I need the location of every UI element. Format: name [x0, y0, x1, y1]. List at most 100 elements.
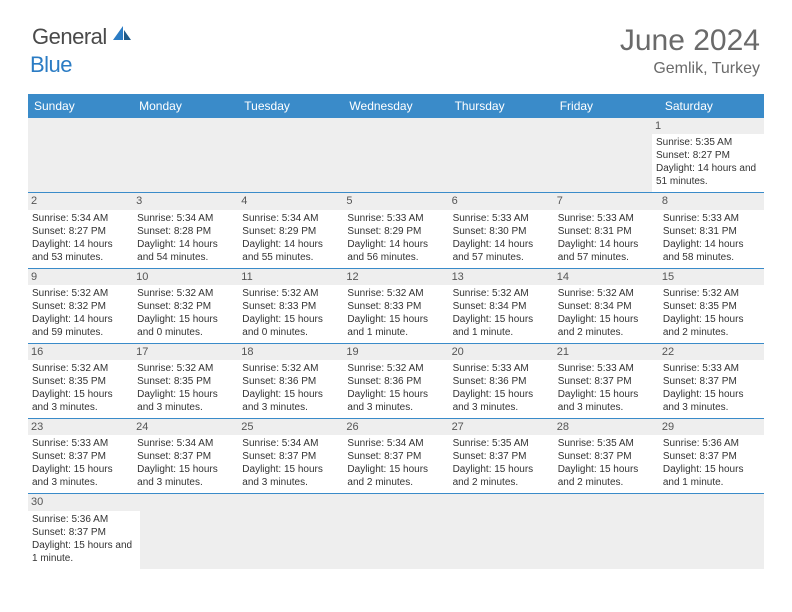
day-cell: 27 Sunrise: 5:35 AMSunset: 8:37 PMDayligh… — [449, 419, 554, 494]
day-cell: 29Sunrise: 5:36 AMSunset: 8:37 PMDayligh… — [659, 419, 764, 494]
day-info: Sunrise: 5:35 AMSunset: 8:37 PMDaylight:… — [558, 437, 655, 489]
day-cell: 16Sunrise: 5:32 AMSunset: 8:35 PMDayligh… — [28, 344, 133, 419]
sunset-text: Sunset: 8:37 PM — [32, 526, 136, 539]
day-info: Sunrise: 5:34 AMSunset: 8:29 PMDaylight:… — [242, 212, 339, 264]
day-info: Sunrise: 5:32 AMSunset: 8:35 PMDaylight:… — [32, 362, 129, 414]
month-year-title: June 2024 — [620, 24, 760, 58]
sunset-text: Sunset: 8:37 PM — [663, 450, 760, 463]
sunrise-text: Sunrise: 5:34 AM — [137, 212, 234, 225]
sunrise-text: Sunrise: 5:32 AM — [242, 287, 339, 300]
sunset-text: Sunset: 8:37 PM — [558, 375, 655, 388]
day-cell: 21Sunrise: 5:33 AMSunset: 8:37 PMDayligh… — [554, 344, 659, 419]
sunset-text: Sunset: 8:29 PM — [347, 225, 444, 238]
day-info: Sunrise: 5:34 AMSunset: 8:28 PMDaylight:… — [137, 212, 234, 264]
empty-cell — [244, 494, 348, 568]
day-number: 27 — [449, 419, 554, 435]
brand-logo: General — [32, 24, 135, 50]
day-info: Sunrise: 5:35 AMSunset: 8:37 PMDaylight:… — [453, 437, 550, 489]
day-cell: 22Sunrise: 5:33 AMSunset: 8:37 PMDayligh… — [659, 344, 764, 419]
sunset-text: Sunset: 8:27 PM — [32, 225, 129, 238]
day-info: Sunrise: 5:34 AMSunset: 8:27 PMDaylight:… — [32, 212, 129, 264]
sunrise-text: Sunrise: 5:32 AM — [137, 362, 234, 375]
day-info: Sunrise: 5:35 AMSunset: 8:27 PMDaylight:… — [656, 136, 760, 188]
daylight-text: Daylight: 15 hours and 2 minutes. — [663, 313, 760, 339]
week-row: 30Sunrise: 5:36 AMSunset: 8:37 PMDayligh… — [28, 494, 764, 568]
sunrise-text: Sunrise: 5:34 AM — [242, 212, 339, 225]
daylight-text: Daylight: 15 hours and 3 minutes. — [32, 388, 129, 414]
sunrise-text: Sunrise: 5:34 AM — [242, 437, 339, 450]
sunset-text: Sunset: 8:35 PM — [663, 300, 760, 313]
day-cell: 25Sunrise: 5:34 AMSunset: 8:37 PMDayligh… — [238, 419, 343, 494]
day-cell: 23Sunrise: 5:33 AMSunset: 8:37 PMDayligh… — [28, 419, 133, 494]
sunrise-text: Sunrise: 5:35 AM — [558, 437, 655, 450]
daylight-text: Daylight: 15 hours and 1 minute. — [453, 313, 550, 339]
calendar-body: 1Sunrise: 5:35 AMSunset: 8:27 PMDaylight… — [28, 118, 764, 569]
daylight-text: Daylight: 15 hours and 2 minutes. — [558, 313, 655, 339]
day-header-wednesday: Wednesday — [343, 94, 448, 118]
day-number: 28 — [554, 419, 659, 435]
day-number: 5 — [343, 193, 448, 209]
day-cell: 13 Sunrise: 5:32 AMSunset: 8:34 PMDayligh… — [449, 269, 554, 344]
sunrise-text: Sunrise: 5:34 AM — [32, 212, 129, 225]
day-cell: 10Sunrise: 5:32 AMSunset: 8:32 PMDayligh… — [133, 269, 238, 344]
daylight-text: Daylight: 14 hours and 55 minutes. — [242, 238, 339, 264]
day-number: 3 — [133, 193, 238, 209]
day-info: Sunrise: 5:34 AMSunset: 8:37 PMDaylight:… — [242, 437, 339, 489]
day-cell: 17Sunrise: 5:32 AMSunset: 8:35 PMDayligh… — [133, 344, 238, 419]
daylight-text: Daylight: 15 hours and 1 minute. — [663, 463, 760, 489]
daylight-text: Daylight: 15 hours and 2 minutes. — [453, 463, 550, 489]
day-cell: 14Sunrise: 5:32 AMSunset: 8:34 PMDayligh… — [554, 269, 659, 344]
daylight-text: Daylight: 15 hours and 3 minutes. — [137, 463, 234, 489]
day-cell: 1Sunrise: 5:35 AMSunset: 8:27 PMDaylight… — [652, 118, 764, 193]
day-cell: 2 Sunrise: 5:34 AMSunset: 8:27 PMDaylight… — [28, 193, 133, 268]
brand-text-blue: Blue — [30, 52, 72, 77]
daylight-text: Daylight: 14 hours and 57 minutes. — [558, 238, 655, 264]
day-number: 29 — [659, 419, 764, 435]
day-info: Sunrise: 5:33 AMSunset: 8:30 PMDaylight:… — [453, 212, 550, 264]
day-cell: 15Sunrise: 5:32 AMSunset: 8:35 PMDayligh… — [659, 269, 764, 344]
daylight-text: Daylight: 15 hours and 3 minutes. — [32, 463, 129, 489]
day-cell: 30Sunrise: 5:36 AMSunset: 8:37 PMDayligh… — [28, 494, 140, 568]
title-block: June 2024 Gemlik, Turkey — [620, 24, 760, 78]
day-header-thursday: Thursday — [449, 94, 554, 118]
sunset-text: Sunset: 8:31 PM — [558, 225, 655, 238]
sunset-text: Sunset: 8:36 PM — [453, 375, 550, 388]
sunrise-text: Sunrise: 5:32 AM — [663, 287, 760, 300]
day-number: 18 — [238, 344, 343, 360]
day-info: Sunrise: 5:33 AMSunset: 8:29 PMDaylight:… — [347, 212, 444, 264]
daylight-text: Daylight: 15 hours and 0 minutes. — [137, 313, 234, 339]
day-header-sunday: Sunday — [28, 94, 133, 118]
day-number: 20 — [449, 344, 554, 360]
daylight-text: Daylight: 14 hours and 58 minutes. — [663, 238, 760, 264]
week-row: 16Sunrise: 5:32 AMSunset: 8:35 PMDayligh… — [28, 344, 764, 419]
day-info: Sunrise: 5:32 AMSunset: 8:35 PMDaylight:… — [137, 362, 234, 414]
daylight-text: Daylight: 15 hours and 3 minutes. — [242, 388, 339, 414]
day-number: 4 — [238, 193, 343, 209]
day-info: Sunrise: 5:32 AMSunset: 8:36 PMDaylight:… — [347, 362, 444, 414]
daylight-text: Daylight: 15 hours and 3 minutes. — [242, 463, 339, 489]
day-number: 8 — [659, 193, 764, 209]
sunrise-text: Sunrise: 5:34 AM — [137, 437, 234, 450]
sunrise-text: Sunrise: 5:33 AM — [32, 437, 129, 450]
day-header-saturday: Saturday — [659, 94, 764, 118]
daylight-text: Daylight: 14 hours and 51 minutes. — [656, 162, 760, 188]
empty-cell — [660, 494, 764, 568]
sunrise-text: Sunrise: 5:33 AM — [453, 212, 550, 225]
sunrise-text: Sunrise: 5:32 AM — [137, 287, 234, 300]
brand-text-general: General — [32, 24, 107, 50]
day-cell: 12Sunrise: 5:32 AMSunset: 8:33 PMDayligh… — [343, 269, 448, 344]
day-cell: 9Sunrise: 5:32 AMSunset: 8:32 PMDaylight… — [28, 269, 133, 344]
day-number: 6 — [449, 193, 554, 209]
sunset-text: Sunset: 8:37 PM — [453, 450, 550, 463]
day-number: 2 — [28, 193, 133, 209]
brand-sail-icon — [111, 24, 133, 47]
empty-cell — [452, 494, 556, 568]
day-info: Sunrise: 5:32 AMSunset: 8:33 PMDaylight:… — [347, 287, 444, 339]
sunrise-text: Sunrise: 5:32 AM — [32, 287, 129, 300]
day-info: Sunrise: 5:32 AMSunset: 8:34 PMDaylight:… — [453, 287, 550, 339]
day-number: 24 — [133, 419, 238, 435]
location-subtitle: Gemlik, Turkey — [620, 60, 760, 78]
day-info: Sunrise: 5:32 AMSunset: 8:32 PMDaylight:… — [137, 287, 234, 339]
day-info: Sunrise: 5:32 AMSunset: 8:35 PMDaylight:… — [663, 287, 760, 339]
day-number: 13 — [449, 269, 554, 285]
